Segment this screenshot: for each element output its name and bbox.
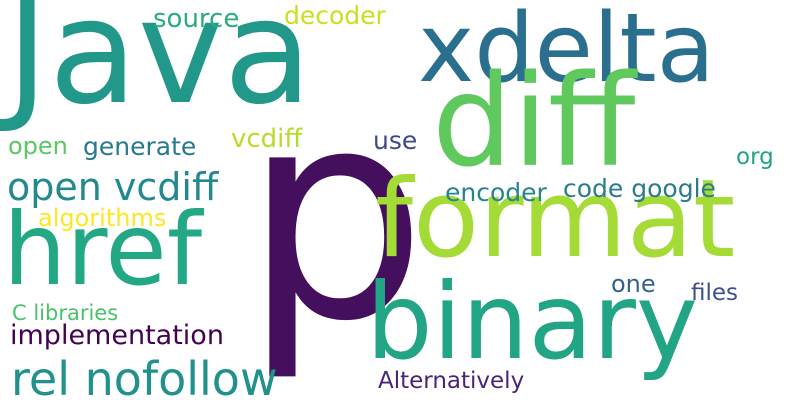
word-xdelta: xdelta [418,0,715,104]
word-href: href [3,191,203,308]
word-java: Java [6,0,313,137]
word-source: source [153,4,240,34]
word-rel-nofollow: rel nofollow [11,352,278,400]
word-p: p [243,48,428,385]
word-open-vcdiff: open vcdiff [7,165,219,209]
word-diff: diff [432,47,636,195]
word-open: open [8,132,68,160]
word-format: format [375,157,736,282]
word-files: files [691,280,739,306]
word-decoder: decoder [284,1,386,30]
word-c-libraries: C libraries [12,301,119,325]
word-algorithms: algorithms [38,204,167,232]
word-alternatively: Alternatively [378,368,525,394]
word-one: one [611,270,656,298]
word-code-google: code google [563,174,716,203]
word-implementation: implementation [10,320,224,351]
word-generate: generate [83,132,197,161]
word-encoder: encoder [445,178,547,207]
word-binary: binary [366,261,699,383]
word-org: org [736,144,774,170]
word-use: use [373,126,418,155]
word-vcdiff: vcdiff [231,124,303,154]
